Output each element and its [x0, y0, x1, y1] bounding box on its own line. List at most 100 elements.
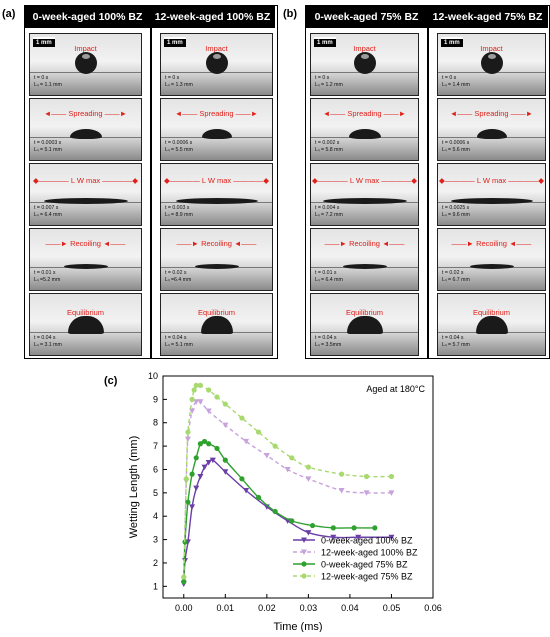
droplet-frame: ◆———— L W max ————◆ t = 0.003 s Lₗᵢ = 8.9 … — [160, 163, 273, 226]
y-tick-label: 6 — [153, 464, 158, 474]
data-point — [189, 471, 195, 477]
wetting-length-label: Lₗᵢ = 1.3 mm — [165, 82, 193, 88]
time-label: t = 0.0006 s — [165, 140, 193, 146]
droplet-frame: ◆———— L W max ————◆ t = 0.007 s Lₗᵢ = 6.4 … — [29, 163, 142, 226]
data-point — [388, 490, 395, 496]
wetting-length-label: Lₗᵢ = 7.2 mm — [315, 212, 343, 218]
legend-marker — [301, 537, 307, 543]
stage-label: ◄—— Spreading ——► — [449, 109, 534, 118]
data-point — [330, 525, 336, 531]
chart-annotation: Aged at 180°C — [366, 384, 425, 394]
data-point — [185, 429, 191, 435]
droplet — [69, 129, 102, 139]
stage-label-text: L W max — [349, 176, 380, 185]
column-header: 0-week-aged 100% BZ — [25, 6, 150, 28]
scale-bar: 1 mm — [441, 37, 463, 47]
data-point — [201, 438, 208, 445]
data-point — [205, 408, 212, 415]
wetting-length-label: Lₗᵢ = 3.5mm — [315, 342, 342, 348]
droplet-frame: ——► Recoiling ◄—— t = 0.02 s Lₗᵢ = 6.7 mm — [437, 228, 546, 291]
frame-info: t = 0.04 s Lₗᵢ = 3.1 mm — [34, 335, 62, 349]
y-tick-label: 3 — [153, 535, 158, 545]
wetting-length-chart: 0.00 0.01 0.02 0.03 0.04 0.05 0.06 1 2 3 4 5 6 7 8 9 10 T… — [105, 370, 445, 633]
wetting-length-label: Lₗᵢ =5.2 mm — [34, 277, 61, 283]
data-point — [185, 499, 191, 505]
data-point — [183, 476, 189, 482]
data-point — [388, 473, 395, 480]
stage-label: ◆———— L W max ————◆ — [438, 176, 545, 185]
legend-marker — [301, 561, 307, 567]
panel-b-image-grid: 0-week-aged 75% BZ 1 mm Impact t = 0 s Lₗᵢ =… — [305, 5, 550, 359]
data-point — [214, 445, 220, 452]
stage-label: ◄—— Spreading ——► — [322, 109, 407, 118]
stage-label: Equilibrium — [472, 308, 511, 317]
time-label: t = 0 s — [315, 75, 330, 81]
x-tick-label: 0.01 — [217, 603, 235, 613]
stage-label: ◄—— Spreading ——► — [43, 109, 128, 118]
stage-label-text: Recoiling — [349, 239, 380, 248]
droplet-highlight — [81, 54, 90, 59]
data-point — [181, 574, 187, 580]
y-tick-label: 10 — [148, 371, 158, 381]
column-divider — [427, 28, 429, 358]
data-point — [206, 441, 212, 447]
data-point — [193, 455, 199, 461]
frame-info: t = 0.002 s Lₗᵢ = 5.8 mm — [315, 140, 343, 154]
droplet-frame: ◆———— L W max ————◆ t = 0.0025 s Lₗᵢ = 9.6… — [437, 163, 546, 226]
stage-label: Equilibrium — [345, 308, 384, 317]
data-point — [305, 530, 312, 536]
data-point — [206, 387, 212, 393]
frame-info: t = 0.04 s Lₗᵢ = 3.5mm — [315, 335, 341, 349]
stage-label-text: Spreading — [199, 109, 234, 118]
time-label: t = 0.04 s — [165, 335, 187, 341]
droplet-frame: 1 mm Impact t = 0 s Lₗᵢ = 1.2 mm — [310, 33, 419, 96]
scale-bar: 1 mm — [314, 37, 336, 47]
y-tick-label: 9 — [153, 394, 158, 404]
data-point — [197, 441, 203, 447]
data-point — [243, 438, 250, 445]
time-label: t = 0.02 s — [165, 270, 187, 276]
data-point — [222, 469, 229, 475]
droplet-frame: ——► Recoiling ◄—— t = 0.01 s Lₗᵢ = 6.4 mm — [310, 228, 419, 291]
droplet — [322, 198, 407, 204]
data-point — [214, 394, 220, 400]
droplet-frame: Equilibrium t = 0.04 s Lₗᵢ = 5.7 mm — [437, 293, 546, 356]
stage-label-text: Spreading — [474, 109, 509, 118]
data-point — [205, 459, 212, 466]
droplet — [469, 264, 514, 269]
plot-area — [162, 375, 434, 599]
frame-info: t = 0.0006 s Lₗᵢ = 5.5 mm — [165, 140, 193, 154]
time-label: t = 0.01 s — [315, 270, 337, 276]
wetting-length-label: Lₗᵢ = 8.9 mm — [165, 212, 193, 218]
panel-letter-b: (b) — [283, 8, 298, 20]
droplet — [480, 52, 503, 74]
legend-label: 12-week-aged 100% BZ — [321, 548, 418, 558]
stage-label: Impact — [353, 44, 376, 53]
wetting-length-label: Lₗᵢ = 5.1 mm — [34, 147, 62, 153]
time-label: t = 0.0025 s — [442, 205, 470, 211]
data-point — [181, 579, 187, 585]
droplet-frame: ——► Recoiling ◄—— t = 0.02 s Lₗᵢ =6.4 mm — [160, 228, 273, 291]
stage-label-text: Spreading — [68, 109, 103, 118]
stage-label: Impact — [74, 44, 97, 53]
stage-label: Equilibrium — [66, 308, 105, 317]
frame-info: t = 0 s Lₗᵢ = 1.3 mm — [165, 75, 193, 89]
droplet — [476, 129, 507, 139]
droplet-frame: Equilibrium t = 0.04 s Lₗᵢ = 3.1 mm — [29, 293, 142, 356]
frame-info: t = 0.02 s Lₗᵢ = 6.7 mm — [442, 270, 470, 284]
data-point — [272, 443, 278, 449]
stage-label-text: Spreading — [347, 109, 382, 118]
droplet — [348, 129, 381, 139]
column-header: 12-week-aged 75% BZ — [427, 6, 548, 28]
droplet-frame: Equilibrium t = 0.04 s Lₗᵢ = 5.1 mm — [160, 293, 273, 356]
droplet-frame: ◄—— Spreading ——► t = 0.0006 s Lₗᵢ = 5.5 m… — [160, 98, 273, 161]
droplet-highlight — [487, 54, 496, 59]
time-label: t = 0.04 s — [34, 335, 56, 341]
stage-label: Impact — [480, 44, 503, 53]
droplet — [74, 52, 97, 74]
time-label: t = 0.04 s — [442, 335, 464, 341]
x-tick-label: 0.03 — [300, 603, 318, 613]
wetting-length-label: Lₗᵢ = 1.1 mm — [34, 82, 62, 88]
data-point — [189, 396, 195, 402]
time-label: t = 0.04 s — [315, 335, 337, 341]
